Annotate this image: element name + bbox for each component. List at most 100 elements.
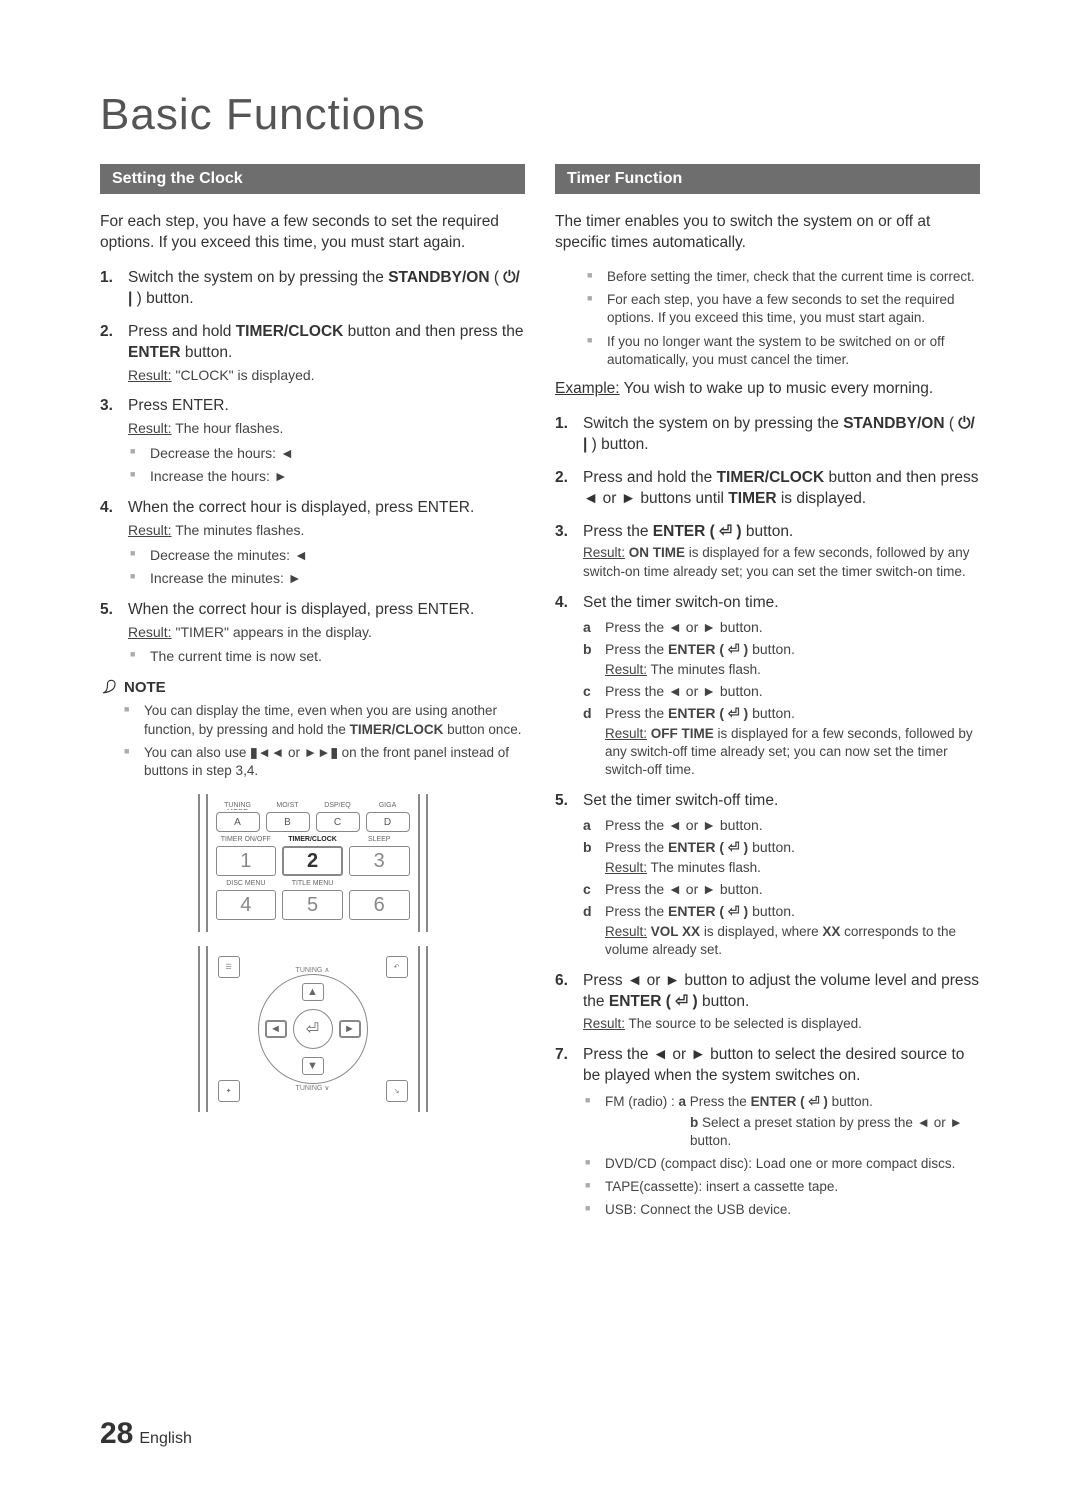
timer-step-5: Set the timer switch-off time. aPress th… xyxy=(555,791,980,959)
text: "CLOCK" is displayed. xyxy=(172,367,315,383)
clock-step-4: When the correct hour is displayed, pres… xyxy=(100,498,525,588)
note-bullets: You can display the time, even when you … xyxy=(100,702,525,780)
substeps: aPress the ◄ or ► button. bPress the ENT… xyxy=(583,618,980,779)
result: Result: VOL XX is displayed, where XX co… xyxy=(605,923,980,959)
section-header-clock: Setting the Clock xyxy=(100,164,525,194)
btn-label: TIMER ON/OFF xyxy=(216,836,277,844)
remote-num-highlight: 2 xyxy=(282,846,343,876)
text: Press ENTER. xyxy=(128,397,229,414)
text: TIMER/CLOCK xyxy=(717,469,825,486)
bullet: TAPE(cassette): insert a cassette tape. xyxy=(583,1178,980,1196)
bullet: FM (radio) : a Press the ENTER ( ⏎ ) but… xyxy=(583,1093,980,1150)
btn-label: GIGA xyxy=(366,802,410,810)
bullet: DVD/CD (compact disc): Load one or more … xyxy=(583,1155,980,1173)
text: button. xyxy=(748,705,795,721)
dpad-ring: ▲ ▼ ◄ ► ⏎ xyxy=(258,974,368,1084)
enter-icon: ⏎ xyxy=(808,1094,819,1109)
enter-icon: ⏎ xyxy=(728,903,740,919)
right-arrow-icon: ► xyxy=(288,570,302,586)
result: Result: The minutes flashes. xyxy=(128,521,525,540)
text: Press the xyxy=(605,839,668,855)
substep: bPress the ENTER ( ⏎ ) button. Result: T… xyxy=(583,640,980,679)
text: Press and hold the xyxy=(583,469,717,486)
enter-icon: ⏎ xyxy=(728,641,740,657)
text: You can also use xyxy=(144,745,250,760)
text: Press the xyxy=(605,705,668,721)
text: button and then press xyxy=(824,469,978,486)
enter-icon: ⏎ xyxy=(728,839,740,855)
text: or xyxy=(642,972,664,989)
enter-icon: ⏎ xyxy=(728,705,740,721)
text: You wish to wake up to music every morni… xyxy=(620,380,934,397)
timer-example: Example: You wish to wake up to music ev… xyxy=(555,379,980,400)
text: ON TIME xyxy=(629,545,685,560)
text: button. xyxy=(742,523,794,540)
remote-num: 6 xyxy=(349,890,410,920)
ffwd-icon: ►►▮ xyxy=(304,745,338,760)
text: button. xyxy=(690,1133,731,1148)
right-arrow-icon: ► xyxy=(274,468,288,484)
text: ( xyxy=(949,415,958,432)
remote-corner: ↘ xyxy=(386,1080,408,1102)
bullet: If you no longer want the system to be s… xyxy=(585,333,980,369)
text: button once. xyxy=(443,722,521,737)
tuning-label: TUNING ∧ xyxy=(296,966,330,974)
note-icon xyxy=(100,678,118,696)
timer-steps: Switch the system on by pressing the STA… xyxy=(555,414,980,1220)
clock-step-1: Switch the system on by pressing the STA… xyxy=(100,268,525,310)
btn-label: TIMER/CLOCK xyxy=(282,836,343,844)
bullet: Decrease the hours: ◄ xyxy=(128,444,525,463)
timer-step-6: Press ◄ or ► button to adjust the volume… xyxy=(555,971,980,1033)
substep: bPress the ENTER ( ⏎ ) button. Result: T… xyxy=(583,838,980,877)
timer-step-4: Set the timer switch-on time. aPress the… xyxy=(555,593,980,779)
text: buttons until xyxy=(636,490,728,507)
btn-label: DISC MENU xyxy=(216,880,277,888)
page-lang: English xyxy=(139,1430,191,1447)
remote-btn: B xyxy=(266,812,310,832)
text: VOL XX xyxy=(651,924,700,939)
result: Result: The hour flashes. xyxy=(128,419,525,438)
text: ENTER ( xyxy=(653,523,719,540)
section-header-timer: Timer Function xyxy=(555,164,980,194)
clock-step-2: Press and hold TIMER/CLOCK button and th… xyxy=(100,322,525,385)
text: ) button. xyxy=(132,290,193,307)
remote-corner: ↶ xyxy=(386,956,408,978)
btn-label xyxy=(349,880,410,888)
enter-icon: ⏎ xyxy=(675,993,688,1010)
left-arrow-icon: ◄ xyxy=(653,1046,668,1063)
clock-steps: Switch the system on by pressing the STA… xyxy=(100,268,525,666)
bullet: Increase the minutes: ► xyxy=(128,569,525,588)
remote-diagram: TUNING MODEA MO/STB DSP/EQC GIGAD TIMER … xyxy=(100,794,525,1112)
btn-label: SLEEP xyxy=(349,836,410,844)
left-arrow-icon: ◄ xyxy=(668,619,682,635)
text: Switch the system on by pressing the xyxy=(583,415,843,432)
left-arrow-icon: ◄ xyxy=(627,972,642,989)
remote-num: 1 xyxy=(216,846,277,876)
text: ) button. xyxy=(587,436,648,453)
remote-dpad: ☰ ↶ ✦ ↘ TUNING ∧ TUNING ∨ ▲ ▼ ◄ ► ⏎ xyxy=(198,946,428,1112)
text: ( xyxy=(494,269,503,286)
result: Result: The minutes flash. xyxy=(605,859,980,877)
result: Result: "TIMER" appears in the display. xyxy=(128,623,525,642)
text: a xyxy=(679,1094,687,1109)
text: or xyxy=(284,745,304,760)
substep: cPress the ◄ or ► button. xyxy=(583,880,980,899)
bullets: The current time is now set. xyxy=(128,647,525,666)
text: STANDBY/ON xyxy=(843,415,944,432)
bullets: Decrease the hours: ◄ Increase the hours… xyxy=(128,444,525,486)
substep: aPress the ◄ or ► button. xyxy=(583,618,980,637)
remote-num: 3 xyxy=(349,846,410,876)
timer-intro: The timer enables you to switch the syst… xyxy=(555,212,980,254)
text: TIMER/CLOCK xyxy=(236,323,344,340)
text: button. xyxy=(748,839,795,855)
text: Press the xyxy=(583,523,653,540)
text: button. xyxy=(698,993,750,1010)
bullet: For each step, you have a few seconds to… xyxy=(585,291,980,327)
text: When the correct hour is displayed, pres… xyxy=(128,499,474,516)
btn-label: TUNING MODE xyxy=(216,802,260,810)
text: Set the timer switch-off time. xyxy=(583,792,778,809)
text: Switch the system on by pressing the xyxy=(128,269,388,286)
right-arrow-icon: ► xyxy=(702,817,716,833)
text: DVD/CD (compact disc): xyxy=(605,1156,756,1171)
text: The current time is now set. xyxy=(150,648,322,664)
